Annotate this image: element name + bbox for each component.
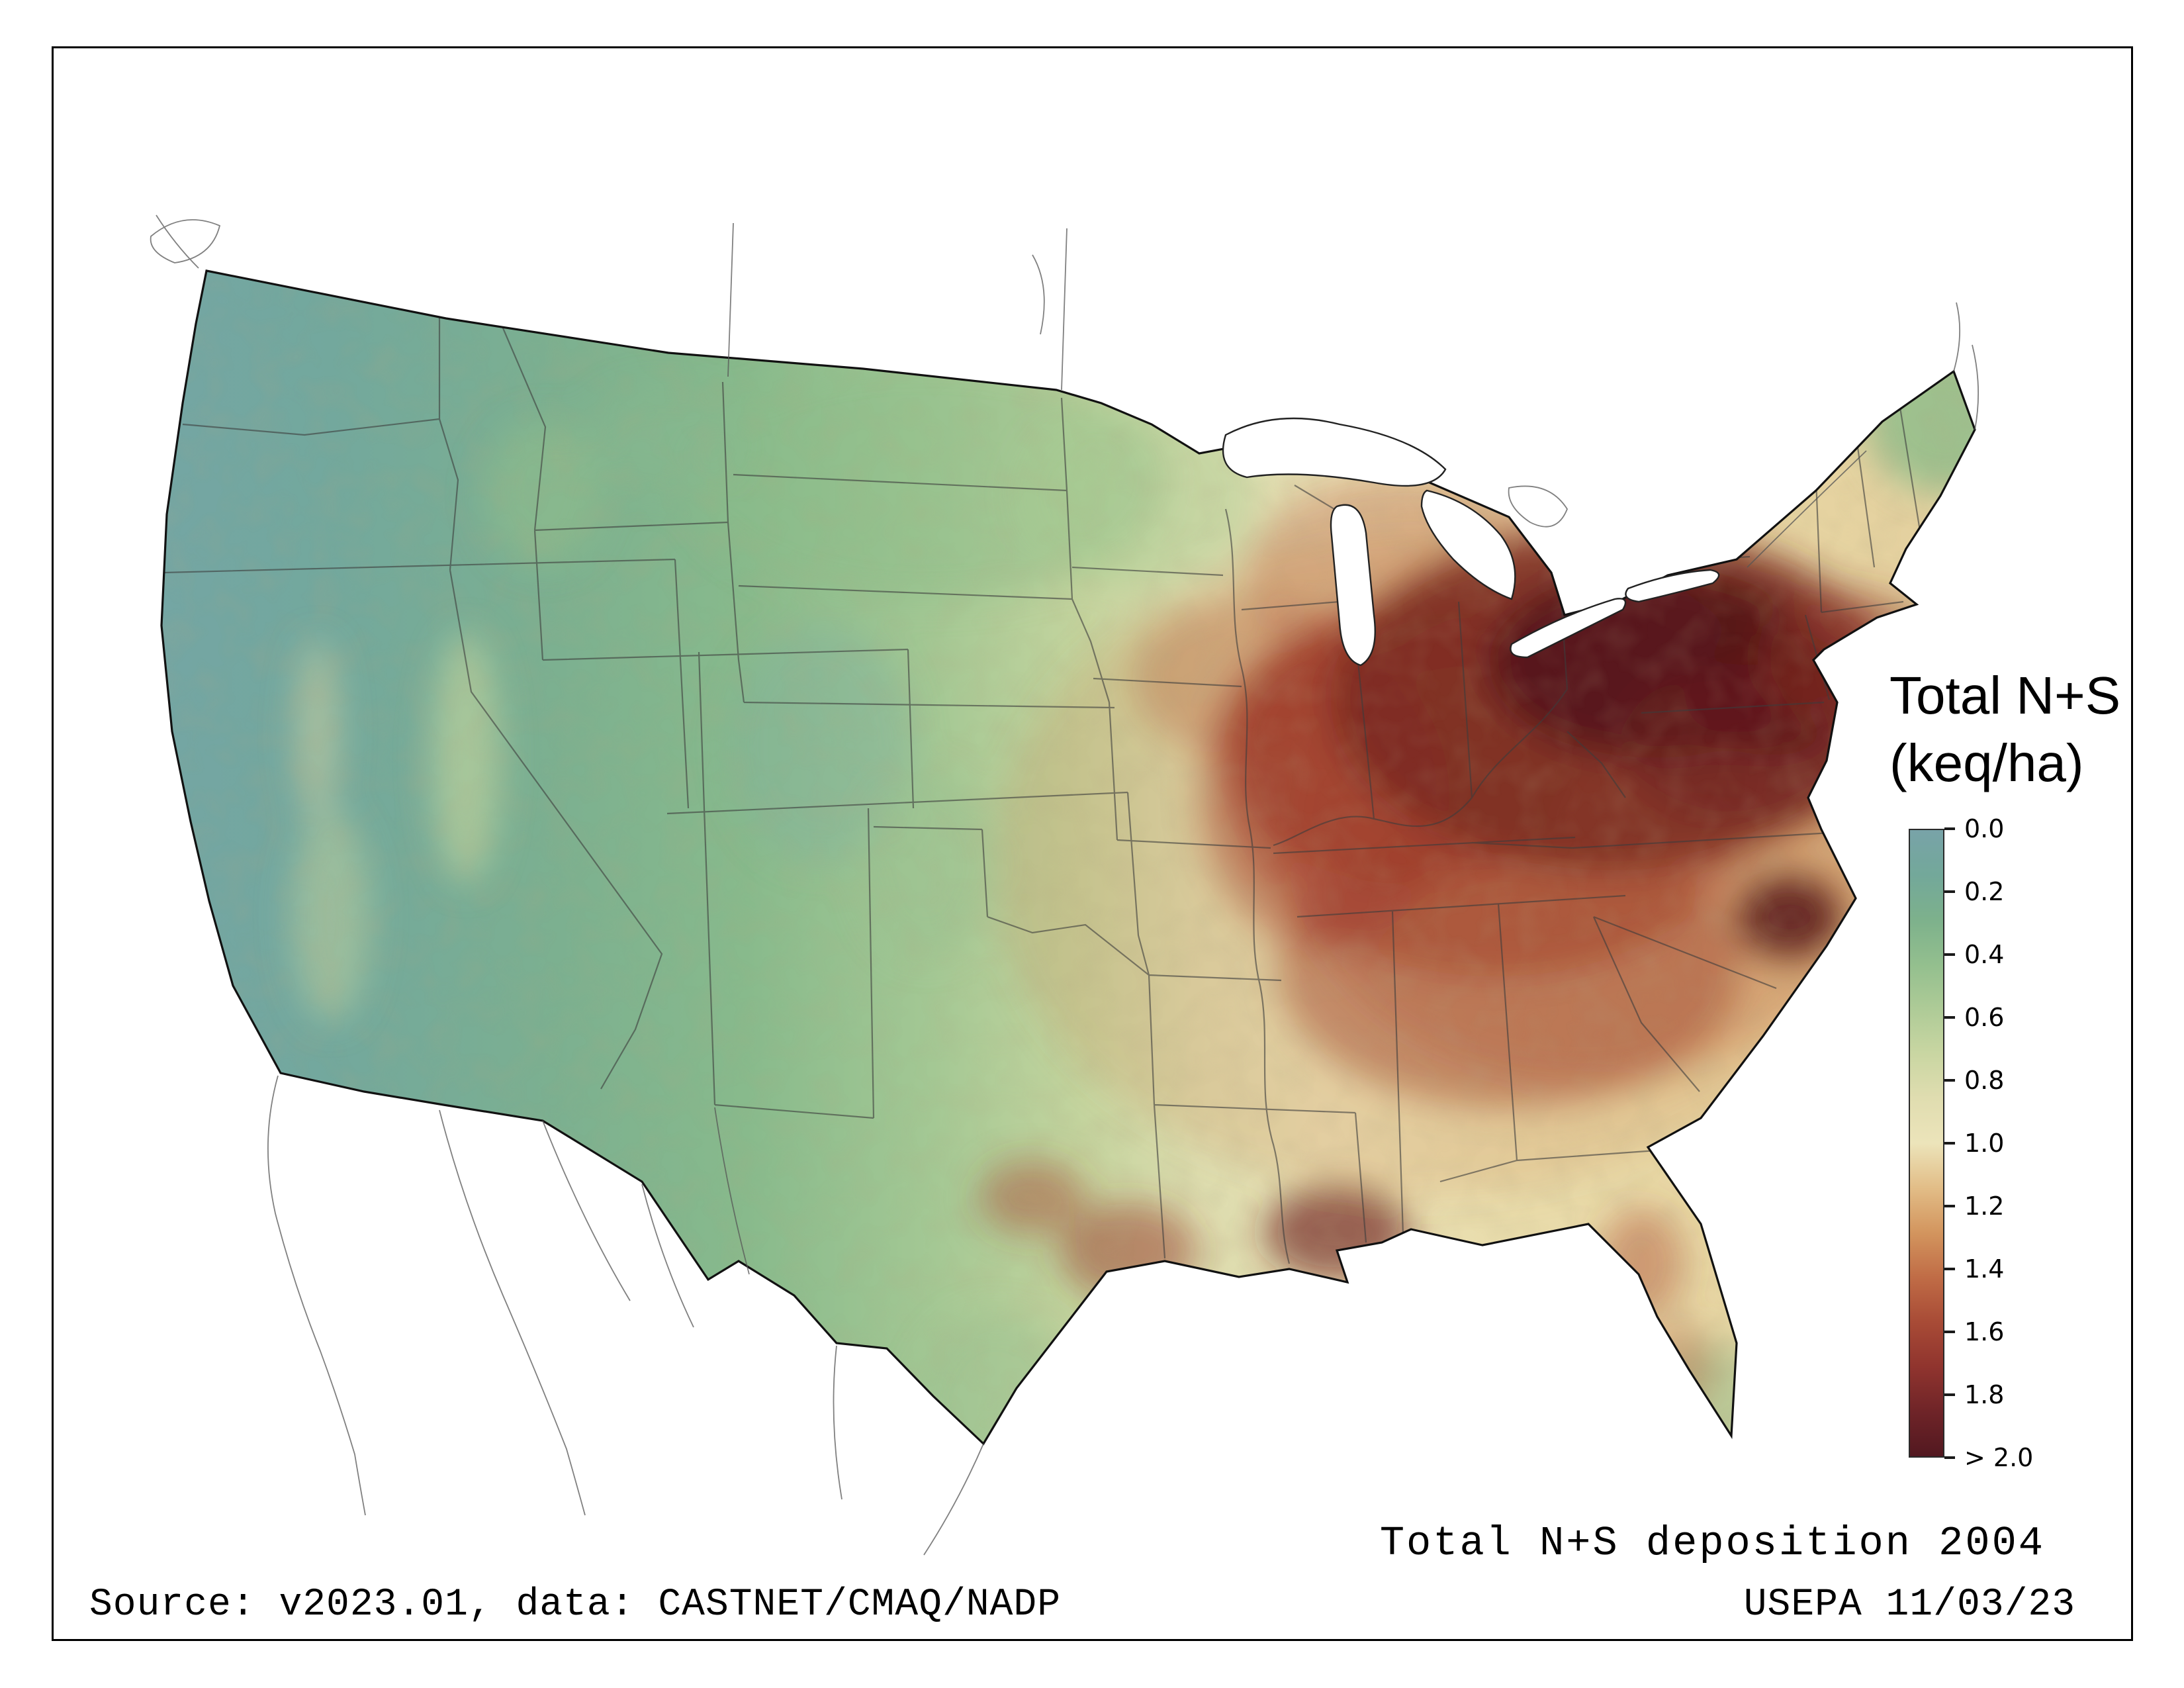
figure-caption: Total N+S deposition 2004 — [1379, 1520, 2045, 1567]
tick-mark — [1944, 1142, 1955, 1145]
tick-mark — [1944, 1393, 1955, 1396]
lake-huron — [1420, 489, 1516, 600]
tick-label: 0.4 — [1964, 940, 2005, 969]
colorbar-tick: 0.4 — [1944, 940, 2004, 969]
great-lakes — [1222, 417, 1720, 667]
tick-label: 1.4 — [1964, 1254, 2005, 1284]
colorbar-tick: 1.4 — [1944, 1254, 2004, 1284]
legend-title-line1: Total N+S — [1889, 666, 2121, 725]
colorbar-tick: 1.6 — [1944, 1317, 2004, 1346]
tick-label: 0.0 — [1964, 814, 2005, 843]
state-boundaries — [163, 308, 1926, 1264]
tick-mark — [1944, 1079, 1955, 1082]
tick-mark — [1944, 1331, 1955, 1333]
tick-mark — [1944, 953, 1955, 956]
lake-ontario — [1625, 569, 1720, 603]
colorbar-tick: 0.6 — [1944, 1003, 2004, 1032]
river-boundaries — [1224, 508, 1568, 1264]
us-outline — [160, 269, 1976, 1446]
colorbar-tick: 0.2 — [1944, 877, 2004, 906]
deposition-legend: Total N+S (keq/ha) 0.0 0.2 0.4 0.6 0.8 1… — [1889, 662, 2167, 1472]
figure-border — [52, 46, 2133, 1641]
tick-mark — [1944, 1016, 1955, 1019]
tick-label: 1.8 — [1964, 1380, 2005, 1409]
tick-label: 1.0 — [1964, 1129, 2005, 1158]
tick-label: > 2.0 — [1964, 1443, 2034, 1472]
colorbar-tick: 1.0 — [1944, 1129, 2004, 1158]
mexico-outline — [267, 1075, 984, 1556]
footer-agency: USEPA 11/03/23 — [1743, 1583, 2075, 1626]
tick-mark — [1944, 1205, 1955, 1207]
tick-mark — [1944, 827, 1955, 830]
colorbar-tick: 1.8 — [1944, 1380, 2004, 1409]
tick-label: 0.2 — [1964, 877, 2005, 906]
map-raster — [161, 271, 1975, 1444]
legend-title-line2: (keq/ha) — [1889, 733, 2084, 793]
tick-label: 1.2 — [1964, 1192, 2005, 1221]
us-deposition-map — [150, 214, 1979, 1556]
colorbar-tick: 1.2 — [1944, 1192, 2004, 1221]
colorbar-tick: > 2.0 — [1944, 1443, 2033, 1472]
tick-mark — [1944, 1456, 1955, 1459]
tick-label: 0.6 — [1964, 1003, 2005, 1032]
canada-outline — [150, 214, 1979, 568]
lake-erie — [1510, 598, 1627, 659]
tick-label: 1.6 — [1964, 1317, 2005, 1346]
tick-mark — [1944, 1268, 1955, 1270]
colorbar-tick: 0.8 — [1944, 1066, 2004, 1095]
colorbar — [1909, 829, 1944, 1458]
lake-michigan — [1330, 504, 1376, 667]
tick-mark — [1944, 890, 1955, 893]
footer-source: Source: v2023.01, data: CASTNET/CMAQ/NAD… — [89, 1583, 1062, 1626]
colorbar-area: 0.0 0.2 0.4 0.6 0.8 1.0 1.2 1.4 1.6 1.8 … — [1909, 814, 2160, 1472]
tick-label: 0.8 — [1964, 1066, 2005, 1095]
colorbar-tick: 0.0 — [1944, 814, 2004, 843]
legend-title: Total N+S (keq/ha) — [1889, 662, 2167, 798]
lake-superior — [1222, 417, 1447, 487]
